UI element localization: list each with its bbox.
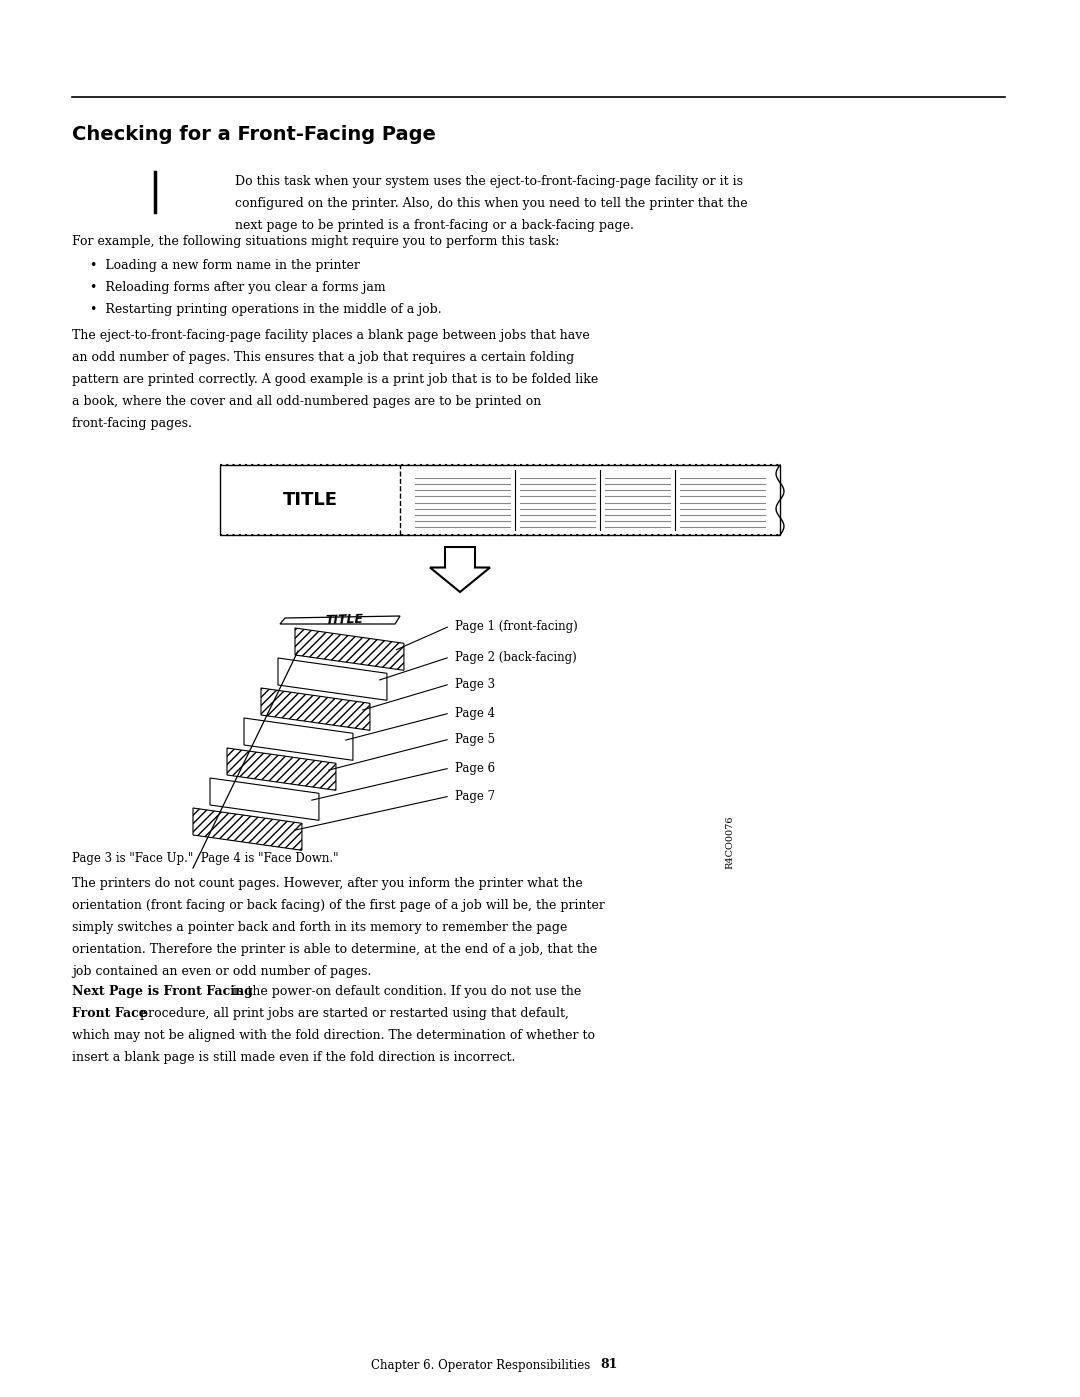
Text: TITLE: TITLE [283,490,337,509]
Text: Page 3: Page 3 [455,678,495,690]
Text: •  Restarting printing operations in the middle of a job.: • Restarting printing operations in the … [90,303,442,316]
Text: R4CO0076: R4CO0076 [726,816,734,869]
Text: 81: 81 [600,1358,618,1372]
Text: •  Reloading forms after you clear a forms jam: • Reloading forms after you clear a form… [90,281,386,293]
Polygon shape [227,747,336,791]
FancyBboxPatch shape [220,465,780,535]
Text: insert a blank page is still made even if the fold direction is incorrect.: insert a blank page is still made even i… [72,1051,515,1065]
Text: Page 4: Page 4 [455,707,495,719]
Text: Page 5: Page 5 [455,732,495,746]
Text: a book, where the cover and all odd-numbered pages are to be printed on: a book, where the cover and all odd-numb… [72,395,541,408]
Text: configured on the printer. Also, do this when you need to tell the printer that : configured on the printer. Also, do this… [235,197,747,210]
Text: procedure, all print jobs are started or restarted using that default,: procedure, all print jobs are started or… [136,1007,569,1020]
Text: Page 3 is "Face Up."  Page 4 is "Face Down.": Page 3 is "Face Up." Page 4 is "Face Dow… [72,852,338,865]
Text: Page 7: Page 7 [455,789,495,802]
Text: orientation (front facing or back facing) of the first page of a job will be, th: orientation (front facing or back facing… [72,900,605,912]
Text: simply switches a pointer back and forth in its memory to remember the page: simply switches a pointer back and forth… [72,921,567,935]
Text: is the power-on default condition. If you do not use the: is the power-on default condition. If yo… [229,985,581,997]
Text: The printers do not count pages. However, after you inform the printer what the: The printers do not count pages. However… [72,877,583,890]
Text: For example, the following situations might require you to perform this task:: For example, the following situations mi… [72,235,559,249]
Text: •  Loading a new form name in the printer: • Loading a new form name in the printer [90,258,360,272]
Polygon shape [261,687,370,731]
Text: Chapter 6. Operator Responsibilities: Chapter 6. Operator Responsibilities [370,1358,590,1372]
Text: which may not be aligned with the fold direction. The determination of whether t: which may not be aligned with the fold d… [72,1030,595,1042]
Text: next page to be printed is a front-facing or a back-facing page.: next page to be printed is a front-facin… [235,219,634,232]
Text: job contained an even or odd number of pages.: job contained an even or odd number of p… [72,965,372,978]
Polygon shape [193,807,302,851]
Polygon shape [430,548,490,592]
Polygon shape [295,629,404,671]
Text: orientation. Therefore the printer is able to determine, at the end of a job, th: orientation. Therefore the printer is ab… [72,943,597,956]
Polygon shape [244,718,353,760]
Text: Next Page is Front Facing: Next Page is Front Facing [72,985,253,997]
Text: Page 2 (back-facing): Page 2 (back-facing) [455,651,577,664]
Text: Checking for a Front-Facing Page: Checking for a Front-Facing Page [72,124,436,144]
Text: The eject-to-front-facing-page facility places a blank page between jobs that ha: The eject-to-front-facing-page facility … [72,330,590,342]
Text: front-facing pages.: front-facing pages. [72,416,192,430]
Text: Page 1 (front-facing): Page 1 (front-facing) [455,619,578,633]
Polygon shape [278,658,387,700]
Text: Front Face: Front Face [72,1007,147,1020]
Text: pattern are printed correctly. A good example is a print job that is to be folde: pattern are printed correctly. A good ex… [72,373,598,386]
Polygon shape [280,616,400,624]
Polygon shape [210,778,319,820]
Text: TITLE: TITLE [325,613,364,627]
Text: Do this task when your system uses the eject-to-front-facing-page facility or it: Do this task when your system uses the e… [235,175,743,189]
Text: an odd number of pages. This ensures that a job that requires a certain folding: an odd number of pages. This ensures tha… [72,351,575,365]
Text: Page 6: Page 6 [455,761,495,774]
